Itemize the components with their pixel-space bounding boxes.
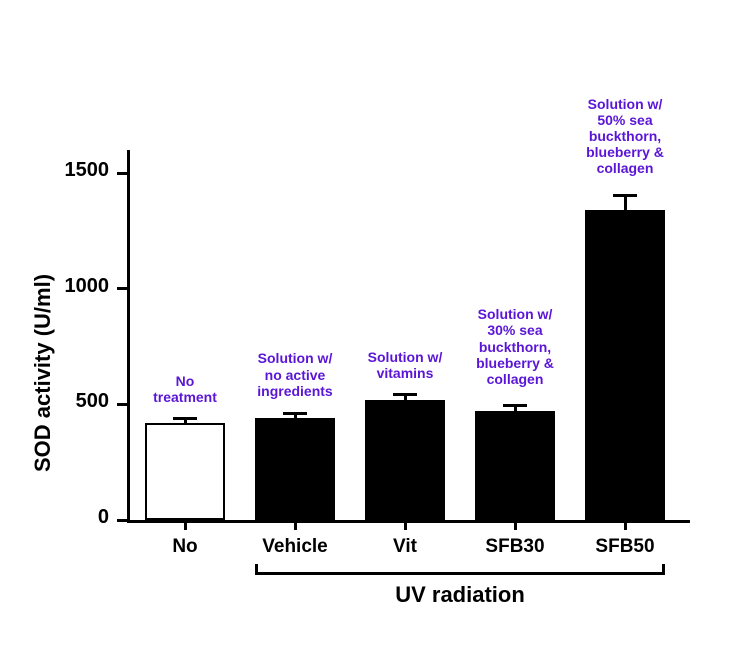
- bar-sfb30: [475, 411, 555, 520]
- y-tick-label: 0: [0, 506, 109, 529]
- errorbar-cap-sfb50: [613, 194, 637, 197]
- y-tick: [117, 172, 127, 175]
- bar-vit: [365, 400, 445, 520]
- x-tick: [294, 520, 297, 530]
- bar-vehicle: [255, 418, 335, 520]
- annotation-sfb30: Solution w/30% seabuckthorn,blueberry &c…: [450, 306, 580, 386]
- y-axis-line: [127, 150, 130, 520]
- x-tick-label-vehicle: Vehicle: [235, 536, 355, 558]
- x-tick: [514, 520, 517, 530]
- x-axis-line: [127, 520, 690, 523]
- errorbar-cap-no: [173, 417, 197, 420]
- y-tick-label: 1500: [0, 159, 109, 182]
- bar-no: [145, 423, 225, 520]
- x-tick: [184, 520, 187, 530]
- sod-activity-bar-chart: 050010001500SOD activity (U/ml)NoNotreat…: [0, 0, 750, 648]
- x-tick-label-no: No: [125, 536, 245, 558]
- bar-sfb50: [585, 210, 665, 520]
- uv-bracket-line: [255, 572, 665, 575]
- y-tick: [117, 519, 127, 522]
- x-tick-label-sfb30: SFB30: [455, 536, 575, 558]
- y-axis-label: SOD activity (U/ml): [30, 274, 56, 472]
- uv-bracket-tick-right: [662, 564, 665, 572]
- x-tick: [404, 520, 407, 530]
- x-tick: [624, 520, 627, 530]
- errorbar-cap-vit: [393, 393, 417, 396]
- errorbar-cap-sfb30: [503, 404, 527, 407]
- x-tick-label-vit: Vit: [345, 536, 465, 558]
- uv-group-label: UV radiation: [255, 582, 665, 608]
- uv-bracket-tick-left: [255, 564, 258, 572]
- x-tick-label-sfb50: SFB50: [565, 536, 685, 558]
- errorbar-cap-vehicle: [283, 412, 307, 415]
- y-tick: [117, 287, 127, 290]
- annotation-sfb50: Solution w/50% seabuckthorn,blueberry &c…: [560, 96, 690, 176]
